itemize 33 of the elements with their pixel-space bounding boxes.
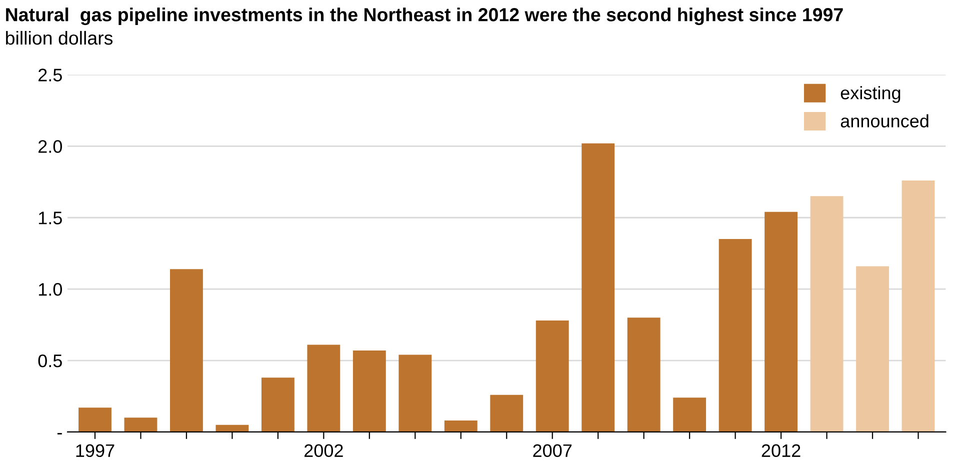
bar <box>718 239 752 432</box>
y-tick-label: - <box>57 433 62 434</box>
bar <box>627 318 660 432</box>
y-tick-label: 2.5 <box>38 68 62 82</box>
y-axis-title: billion dollars <box>6 30 113 45</box>
bar <box>352 350 386 432</box>
bar <box>216 424 249 432</box>
bar <box>490 394 524 432</box>
bar <box>170 269 203 432</box>
y-tick-label: 1.0 <box>38 283 62 296</box>
x-tick-label: 1997 <box>76 444 114 458</box>
legend-label: existing <box>840 86 900 103</box>
bar <box>764 212 798 432</box>
legend-label: announced <box>840 114 928 128</box>
y-tick-label: 0.5 <box>38 354 62 368</box>
bar <box>261 378 294 432</box>
bar <box>398 354 432 432</box>
chart-title: Natural gas pipeline investments in the Northeast in 2012 were the second highest since 1997 <box>6 8 843 26</box>
bar <box>536 320 569 432</box>
bar <box>856 266 889 432</box>
bar <box>582 143 615 432</box>
x-tick-label: 2002 <box>304 444 343 458</box>
bar <box>307 344 340 432</box>
bar <box>673 398 706 432</box>
y-tick-label: 2.0 <box>38 140 62 153</box>
bar <box>124 418 158 432</box>
x-tick-label: 2012 <box>762 444 800 458</box>
bar <box>902 180 935 432</box>
bar <box>78 408 112 432</box>
bar <box>810 196 844 432</box>
y-tick-label: 1.5 <box>38 212 62 224</box>
bar <box>444 420 478 432</box>
x-tick-label: 2007 <box>533 444 572 458</box>
